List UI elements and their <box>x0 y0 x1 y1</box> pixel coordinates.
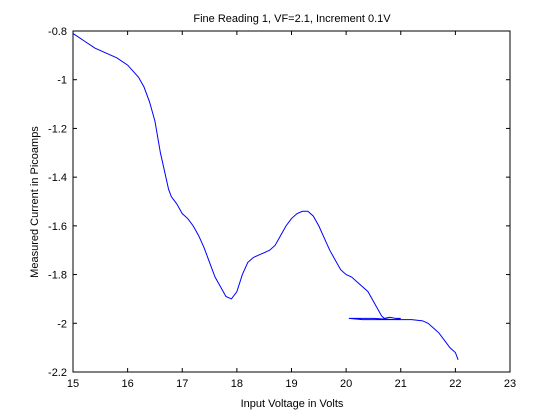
y-tick-label: -2.2 <box>48 367 67 379</box>
y-tick-label: -2 <box>57 318 67 330</box>
y-axis-ticks <box>73 30 510 373</box>
x-tick-label: 17 <box>176 378 188 390</box>
chart-title: Fine Reading 1, VF=2.1, Increment 0.1V <box>193 13 391 25</box>
y-tick-label: -1.8 <box>48 270 67 282</box>
x-tick-label: 16 <box>122 378 134 390</box>
y-tick-label: -0.8 <box>48 26 67 38</box>
x-tick-label: 19 <box>285 378 297 390</box>
series-line <box>72 33 459 360</box>
plot-area <box>72 30 511 373</box>
y-axis-title: Measured Current in Picoamps <box>29 126 41 278</box>
x-axis-title: Input Voltage in Volts <box>241 398 344 410</box>
x-tick-label: 15 <box>67 378 79 390</box>
x-tick-label: 18 <box>231 378 243 390</box>
x-axis-tick-labels: 15 16 17 18 19 20 21 22 23 <box>67 378 516 390</box>
x-tick-label: 20 <box>340 378 352 390</box>
y-tick-label: -1.2 <box>48 123 67 135</box>
x-axis-ticks <box>72 31 511 372</box>
y-tick-label: -1.4 <box>48 172 67 184</box>
y-axis-tick-labels: -0.8 -1 -1.2 -1.4 -1.6 -1.8 -2 -2.2 <box>48 26 67 379</box>
y-tick-label: -1.6 <box>48 221 67 233</box>
x-tick-label: 21 <box>395 378 407 390</box>
x-tick-label: 23 <box>504 378 516 390</box>
x-tick-label: 22 <box>449 378 461 390</box>
y-tick-label: -1 <box>57 75 67 87</box>
